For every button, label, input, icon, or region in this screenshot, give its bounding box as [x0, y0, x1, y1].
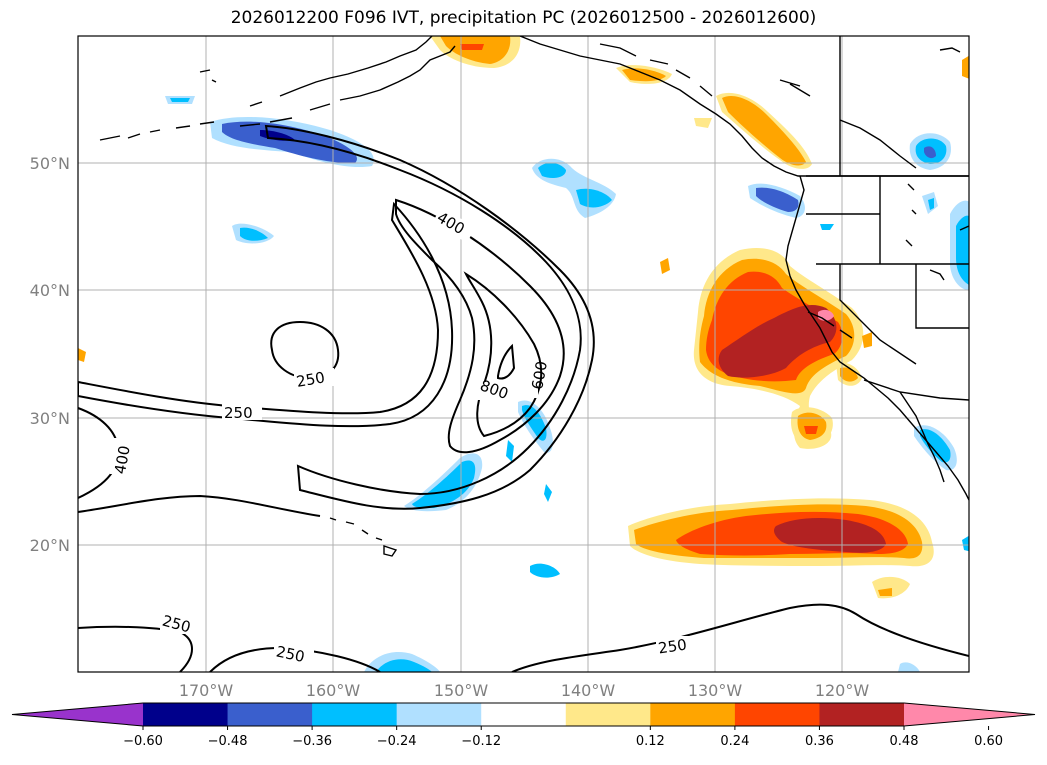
precip-negative-area: [576, 188, 612, 208]
precip-negative-area: [538, 162, 566, 178]
ivt-contour-250: [264, 124, 595, 510]
colorbar-tick-label: 0.36: [805, 734, 834, 749]
map-title: 2026012200 F096 IVT, precipitation PC (2…: [230, 8, 817, 28]
ivt-label-250: 250: [224, 404, 253, 422]
colorbar-tick-label: 0.12: [636, 734, 665, 749]
colorbar-tick-label: −0.48: [208, 734, 248, 749]
ivt-contour-250: [78, 494, 321, 517]
lat-label-30n: 30°N: [30, 409, 70, 428]
precip-negative-area: [962, 535, 969, 552]
ivt-label-250: 250: [657, 636, 688, 658]
map-content: 400 250 250 800 600 400 250 250 250: [78, 36, 969, 672]
precip-positive-area: [774, 518, 886, 553]
colorbar-tick-label: −0.12: [461, 734, 501, 749]
ivt-contour-400: [395, 198, 565, 454]
coastlines: [99, 36, 969, 557]
colorbar-segment: [143, 703, 229, 726]
lat-label-50n: 50°N: [30, 154, 70, 173]
colorbar-extend-max: [904, 703, 1035, 726]
precip-positive-area: [718, 305, 837, 378]
ivt-label-250: 250: [275, 642, 307, 666]
lat-label-20n: 20°N: [30, 536, 70, 555]
ivt-label-400: 400: [111, 444, 134, 475]
precip-negative-area: [412, 460, 476, 508]
colorbar-segment: [396, 703, 482, 726]
longitude-labels: 170°W 160°W 150°W 140°W 130°W 120°W: [179, 681, 870, 700]
ivt-contour-800: [497, 343, 516, 380]
colorbar-extend-min: [12, 703, 143, 726]
colorbar-segment: [312, 703, 398, 726]
colorbar-tick-label: 0.48: [890, 734, 919, 749]
ivt-contour-250: [270, 320, 340, 380]
lon-label-170w: 170°W: [179, 681, 234, 700]
map-frame: [77, 35, 970, 673]
precip-negative-area: [756, 187, 799, 212]
precip-positive-area: [962, 55, 969, 79]
colorbar-segment: [734, 703, 820, 726]
precip-negative-area: [924, 146, 936, 159]
latitude-labels: 50°N 40°N 30°N 20°N: [30, 154, 70, 555]
lon-label-140w: 140°W: [561, 681, 616, 700]
precip-negative-area: [820, 224, 834, 230]
lon-label-150w: 150°W: [434, 681, 489, 700]
precip-negative-area: [376, 659, 432, 672]
precip-positive-area: [804, 426, 818, 434]
colorbar-segment: [481, 703, 567, 726]
ivt-contours: [78, 124, 969, 672]
precip-positive-area: [722, 95, 806, 166]
ivt-contour-600: [463, 271, 543, 438]
colorbar-segment: [227, 703, 313, 726]
colorbar-tick-label: −0.36: [292, 734, 332, 749]
precip-negative-area: [240, 227, 268, 241]
lon-label-120w: 120°W: [815, 681, 870, 700]
precip-negative-area: [530, 563, 560, 578]
lon-label-160w: 160°W: [306, 681, 361, 700]
colorbar-tick-label: −0.24: [377, 734, 417, 749]
colorbar-tick-label: 0.24: [720, 734, 749, 749]
precip-positive-area: [660, 258, 670, 274]
ivt-contour-250: [78, 201, 454, 428]
colorbar-segment: [819, 703, 905, 726]
precip-negative-area: [898, 662, 920, 672]
precip-positive-area: [694, 118, 712, 128]
precip-negative-area: [956, 215, 969, 285]
precip-positive-area: [460, 44, 484, 50]
lat-label-40n: 40°N: [30, 281, 70, 300]
gridlines: [78, 36, 969, 672]
ivt-contour-250: [511, 603, 969, 672]
colorbar-segment: [565, 703, 651, 726]
precip-negative-area: [928, 198, 934, 210]
ivt-label-600: 600: [528, 360, 551, 391]
precip-positive-area: [878, 588, 892, 596]
contour-labels: 400 250 250 800 600 400 250 250 250: [110, 207, 696, 666]
precip-positive-area: [862, 332, 872, 348]
ivt-label-250: 250: [295, 368, 326, 391]
colorbar-segment: [650, 703, 736, 726]
precip-negative-area: [544, 484, 552, 502]
colorbar-tick-label: −0.60: [123, 734, 163, 749]
precip-negative-area: [170, 98, 190, 102]
colorbar-tick-label: 0.60: [974, 734, 1003, 749]
precip-negative-area: [222, 121, 357, 164]
lon-label-130w: 130°W: [688, 681, 743, 700]
precip-negative-area: [522, 405, 547, 441]
precip-negative-area: [920, 429, 951, 463]
colorbar: −0.60 −0.48 −0.36 −0.24 −0.12 0.12 0.24 0.36 0.4…: [11, 702, 1036, 749]
precip-positive-area: [78, 348, 86, 362]
precip-negative-area: [506, 440, 514, 462]
